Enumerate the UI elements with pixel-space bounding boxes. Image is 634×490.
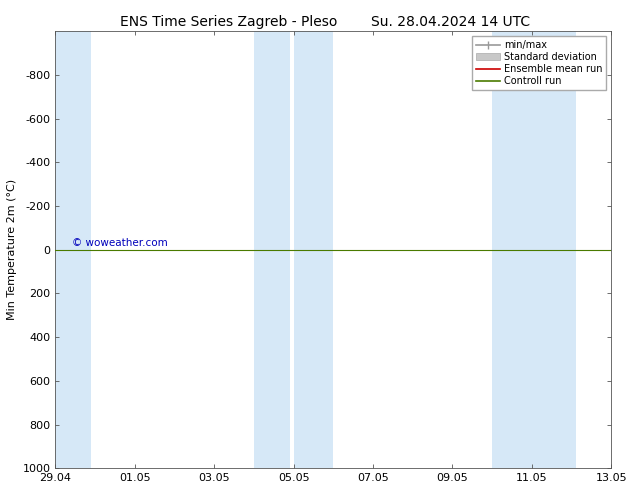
Bar: [492, 31, 532, 468]
Legend: min/max, Standard deviation, Ensemble mean run, Controll run: min/max, Standard deviation, Ensemble me…: [472, 36, 606, 90]
Y-axis label: Min Temperature 2m (°C): Min Temperature 2m (°C): [7, 179, 17, 320]
Bar: [532, 31, 576, 468]
Text: © woweather.com: © woweather.com: [72, 238, 168, 248]
Text: Su. 28.04.2024 14 UTC: Su. 28.04.2024 14 UTC: [371, 15, 529, 29]
Text: ENS Time Series Zagreb - Pleso: ENS Time Series Zagreb - Pleso: [120, 15, 337, 29]
Bar: [55, 31, 91, 468]
Bar: [254, 31, 290, 468]
Bar: [294, 31, 333, 468]
